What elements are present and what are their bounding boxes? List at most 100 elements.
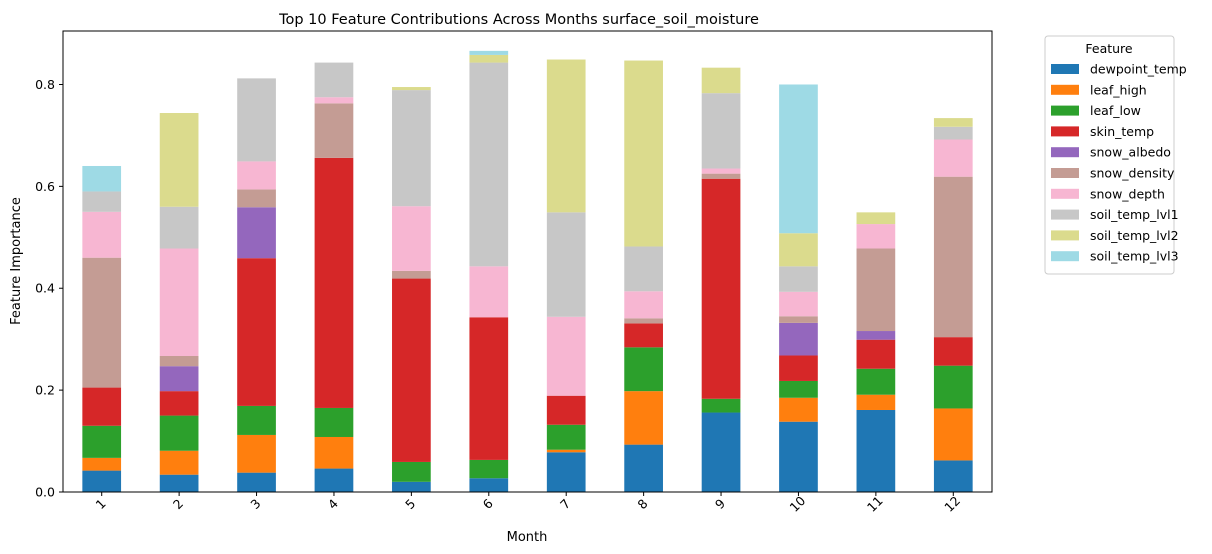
legend-label-leaf_low: leaf_low (1090, 103, 1141, 118)
bar-leaf_low-month-12 (933, 365, 973, 409)
bar-dewpoint_temp-month-12 (933, 460, 973, 492)
y-tick-label: 0.4 (35, 281, 55, 296)
bar-snow_density-month-8 (624, 318, 663, 324)
bar-leaf_low-month-11 (856, 368, 896, 395)
bar-skin_temp-month-12 (933, 337, 973, 366)
bar-skin_temp-month-4 (314, 157, 354, 408)
bar-dewpoint_temp-month-9 (701, 412, 741, 492)
bar-dewpoint_temp-month-4 (314, 468, 354, 492)
bar-leaf_high-month-12 (933, 408, 973, 461)
legend-title: Feature (1085, 41, 1133, 56)
legend-label-soil_temp_lvl3: soil_temp_lvl3 (1090, 249, 1179, 264)
plot-frame (62, 30, 993, 493)
bar-dewpoint_temp-month-3 (237, 472, 276, 492)
bar-snow_depth-month-5 (392, 206, 431, 271)
y-tick-label: 0.2 (35, 383, 55, 398)
y-axis: 0.0 0.2 0.4 0.6 0.8 (35, 77, 63, 500)
legend-swatch-snow_density (1051, 168, 1079, 178)
bar-snow_density-month-9 (701, 173, 741, 179)
bar-soil_temp_lvl1-month-9 (701, 93, 741, 169)
x-tick-label: 9 (712, 496, 728, 512)
bar-soil_temp_lvl1-month-5 (392, 90, 431, 207)
bar-snow_depth-month-12 (933, 139, 973, 177)
bar-leaf_high-month-2 (159, 450, 199, 475)
bar-leaf_high-month-11 (856, 394, 896, 410)
legend-label-snow_depth: snow_depth (1090, 186, 1165, 201)
bar-soil_temp_lvl3-month-6 (469, 50, 509, 55)
x-axis: 1 2 3 4 5 6 7 8 9 10 11 12 (93, 492, 963, 515)
bar-snow_depth-month-1 (82, 211, 122, 258)
bar-snow_depth-month-7 (546, 316, 586, 396)
legend-swatch-soil_temp_lvl3 (1051, 251, 1079, 262)
x-tick-label: 4 (325, 496, 341, 512)
bar-soil_temp_lvl1-month-12 (933, 126, 973, 140)
legend-label-snow_density: snow_density (1090, 166, 1175, 181)
bar-soil_temp_lvl1-month-1 (82, 191, 122, 212)
bar-snow_depth-month-6 (469, 266, 509, 318)
bar-dewpoint_temp-month-10 (779, 421, 818, 492)
bar-snow_density-month-2 (159, 355, 199, 367)
y-tick-label: 0.8 (35, 77, 55, 92)
x-tick-label: 1 (93, 496, 109, 512)
bar-snow_albedo-month-3 (237, 207, 276, 259)
bar-leaf_low-month-5 (392, 461, 431, 482)
x-tick-label: 6 (480, 496, 496, 512)
bar-soil_temp_lvl1-month-4 (314, 62, 354, 98)
bar-snow_density-month-1 (82, 257, 122, 388)
bar-soil_temp_lvl2-month-12 (933, 118, 973, 127)
bar-leaf_low-month-3 (237, 405, 276, 435)
bar-snow_depth-month-4 (314, 97, 354, 104)
bar-leaf_high-month-3 (237, 434, 276, 473)
bar-snow_depth-month-10 (779, 291, 818, 317)
bar-soil_temp_lvl1-month-3 (237, 78, 276, 162)
legend-swatch-soil_temp_lvl1 (1051, 209, 1079, 220)
bar-skin_temp-month-10 (779, 355, 818, 381)
bar-snow_depth-month-8 (624, 291, 663, 319)
bar-snow_density-month-10 (779, 316, 818, 323)
bar-snow_density-month-12 (933, 176, 973, 338)
bar-soil_temp_lvl1-month-10 (779, 266, 818, 292)
legend-label-skin_temp: skin_temp (1090, 124, 1154, 139)
bar-soil_temp_lvl2-month-8 (624, 60, 663, 247)
legend-label-leaf_high: leaf_high (1090, 82, 1147, 97)
bar-dewpoint_temp-month-11 (856, 409, 896, 492)
bar-skin_temp-month-5 (392, 278, 431, 462)
bar-dewpoint_temp-month-1 (82, 470, 122, 492)
legend-swatch-leaf_low (1051, 105, 1079, 116)
bar-leaf_low-month-8 (624, 347, 663, 392)
x-axis-label: Month (507, 530, 548, 545)
bar-soil_temp_lvl2-month-6 (469, 54, 509, 63)
bar-leaf_low-month-2 (159, 415, 199, 451)
bar-skin_temp-month-6 (469, 317, 509, 460)
bar-dewpoint_temp-month-6 (469, 478, 509, 492)
bar-skin_temp-month-3 (237, 258, 276, 406)
x-tick-label: 2 (170, 496, 186, 512)
bar-leaf_low-month-4 (314, 407, 354, 437)
legend: Feature dewpoint_temp leaf_high leaf_lowsk… (1044, 35, 1187, 275)
legend-swatch-skin_temp (1051, 126, 1079, 137)
legend-label-soil_temp_lvl2: soil_temp_lvl2 (1090, 228, 1179, 243)
bar-snow_depth-month-3 (237, 161, 276, 190)
y-tick-label: 0.0 (35, 485, 55, 500)
legend-items: dewpoint_temp leaf_high leaf_low skin_temps… (1051, 62, 1187, 264)
bar-leaf_low-month-10 (779, 380, 818, 398)
bar-soil_temp_lvl2-month-5 (392, 87, 431, 91)
legend-swatch-dewpoint_temp (1051, 64, 1079, 74)
bar-leaf_low-month-7 (546, 424, 586, 450)
bar-soil_temp_lvl1-month-6 (469, 62, 509, 267)
chart-title: Top 10 Feature Contributions Across Mont… (278, 12, 759, 28)
bar-skin_temp-month-1 (82, 387, 122, 426)
bar-dewpoint_temp-month-7 (546, 452, 586, 492)
bar-snow_depth-month-11 (856, 224, 896, 249)
x-tick-label: 3 (247, 496, 263, 512)
bar-dewpoint_temp-month-5 (392, 481, 431, 492)
y-tick-label: 0.6 (35, 179, 55, 194)
y-axis-label: Feature Importance (9, 197, 24, 325)
bar-soil_temp_lvl1-month-2 (159, 206, 199, 249)
bar-snow_albedo-month-2 (159, 366, 199, 392)
x-tick-label: 7 (557, 496, 573, 512)
x-tick-label: 12 (941, 493, 963, 515)
bar-dewpoint_temp-month-2 (159, 474, 199, 492)
bar-soil_temp_lvl2-month-2 (159, 113, 199, 207)
bar-soil_temp_lvl2-month-10 (779, 233, 818, 267)
